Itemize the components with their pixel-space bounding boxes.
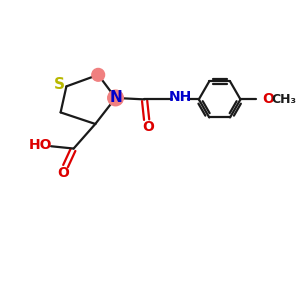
Text: O: O (58, 166, 69, 180)
Circle shape (92, 68, 105, 81)
Text: O: O (262, 92, 274, 106)
Text: O: O (142, 120, 154, 134)
Text: NH: NH (168, 90, 192, 104)
Text: CH₃: CH₃ (271, 93, 296, 106)
Text: HO: HO (29, 138, 53, 152)
Text: N: N (109, 91, 122, 106)
Circle shape (108, 90, 123, 106)
Text: S: S (54, 77, 65, 92)
